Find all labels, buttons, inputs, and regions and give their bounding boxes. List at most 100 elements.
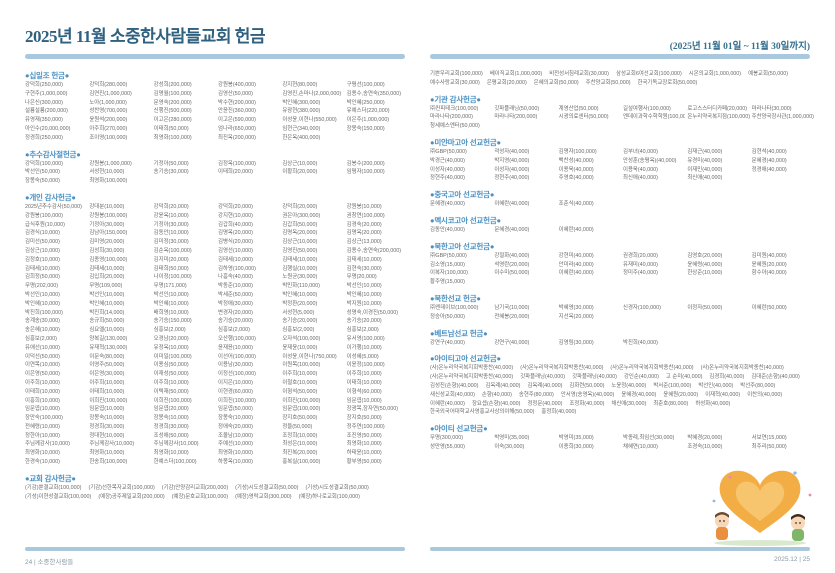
donation-entry: 이희진(100,000) (217, 397, 256, 404)
donation-entry: 박정애(30,000) (217, 300, 253, 307)
donation-entry: 전혜봉(20,000) (494, 313, 530, 320)
donation-entry: 이혜란(50,000) (751, 304, 787, 311)
donation-entry: 김경식(10,000) (25, 230, 60, 237)
donation-entry: 손향(40,000) (481, 391, 512, 398)
donation-entry: 김경희(40,000) (709, 374, 745, 381)
donation-entry: 정애숙(20,000) (217, 423, 253, 430)
donation-entry: 이재혁(40,000) (705, 391, 741, 398)
donation-entry: 이영주(50,000) (89, 362, 125, 369)
donation-entry: 노윤정(40,000) (611, 382, 647, 389)
donation-entry: 유광현(380,000) (282, 108, 321, 115)
donation-entry: 이주희(10,000) (282, 371, 318, 378)
donation-entry: 심흥보(2,000) (153, 327, 186, 334)
entries-vietnam-mission: 강연구(40,000) 강연구(40,000) 김영림(30,000) 박진희(40,… (430, 339, 814, 348)
donation-entry: (사)온누리약국복지회박종찬(40,000) (430, 374, 514, 381)
donation-entry: 이희진(100,000) (89, 397, 128, 404)
donation-entry: 삼성교회6여선교회(100,000) (615, 71, 682, 77)
donation-entry: 유애선(10,000) (25, 344, 60, 351)
donation-entry: 강지현(10,000) (217, 212, 253, 219)
donation-entry: 유재미(40,000) (622, 261, 658, 268)
donation-entry: 임평자(100,000) (346, 169, 385, 176)
section-org-thanks: ●기관 감사헌금● ㈜컨피테크(100,000) 갓파플래닝(50,000) 계영산업… (430, 94, 814, 131)
donation-entry: 성찬영(700,000) (89, 108, 128, 115)
donation-entry: 박진희(100,000) (25, 309, 63, 316)
donation-entry: 임문엽(10,000) (346, 397, 382, 404)
donation-entry: 이성혜(5,000) (346, 353, 379, 360)
donation-entry: (기감)안양감리교회(200,000) (161, 484, 229, 491)
entries-myanmar-orphan: ㈜GBP(50,000) 곽성자(40,000) 김명자(100,000) 김부녀(4… (430, 148, 814, 183)
donation-entry: 은평교회(20,000) (486, 79, 527, 86)
section-title-vietnam-mission: ●베트남선교 헌금● (430, 328, 488, 338)
donation-entry: 급식후원(10,000) (25, 221, 65, 228)
page-title: 2025년 11월 소중한사람들교회 헌금 (25, 27, 266, 46)
donation-entry: 정경애(40,000) (751, 166, 787, 173)
donation-entry: 박선인(10,000) (153, 291, 189, 298)
donation-entry: 남기국(10,000) (494, 304, 530, 311)
section-title-thanksgiving-day: ●추수감사절헌금● (25, 149, 81, 159)
donation-entry: 한국기독교장로회(50,000) (637, 79, 698, 86)
donation-entry: 유재혁(130,000) (89, 344, 128, 351)
donation-entry: 김부녀(40,000) (622, 148, 658, 155)
donation-entry: 송기승(150,000) (153, 318, 192, 325)
donation-entry: 기정아(30,000) (153, 221, 189, 228)
donation-entry: 하태윤(10,000) (346, 450, 382, 457)
donation-entry: 김희정(50,000) (25, 274, 60, 281)
donation-entry: 박혜경(20,000) (687, 435, 723, 442)
donation-entry: 송기승(20,000) (346, 318, 382, 325)
donation-entry: 김명옥(20,000) (217, 230, 253, 237)
donation-entry: 임문엽(10,000) (89, 406, 125, 413)
donation-entry: 장지호(50,000) (282, 415, 318, 422)
donation-entry: 박정환(20,000) (282, 300, 318, 307)
footer-bar-left (25, 547, 405, 551)
donation-entry: 변경자(20,000) (217, 309, 253, 316)
donation-entry: 김행실(10,000) (282, 265, 318, 272)
donation-entry: 박선인(10,000) (89, 291, 125, 298)
section-title-myanmar-orphan: ●미얀마고아 선교헌금● (430, 137, 501, 147)
donation-entry: 최영화(10,000) (346, 441, 382, 448)
donation-entry: 오산행(100,000) (217, 335, 256, 342)
donation-entry: 강윤옥(10,000) (153, 212, 189, 219)
donation-entry: 나흠숙(40,000) (217, 274, 253, 281)
entries-church-thanks-cont: 기쁜우리교회(100,000) 베이직교회(1,000,000) 비전성서침례교회(… (430, 70, 814, 88)
section-title-tithe: ●십일조 헌금● (25, 71, 70, 80)
donation-entry: 정주연(100,000) (346, 423, 385, 430)
donation-entry: 주예선(10,000) (217, 441, 253, 448)
donation-entry: 이흥희(10,000) (25, 397, 60, 404)
donation-entry: 송기승(30,000) (153, 169, 189, 176)
donation-entry: 서보연(15,000) (751, 435, 787, 442)
donation-entry: 이혜란(40,000) (494, 201, 530, 208)
donation-entry: 이용욱(40,000) (622, 166, 658, 173)
donation-entry: 황주영(15,000) (430, 279, 465, 286)
donation-entry: 심요엘(10,000) (89, 327, 125, 334)
donation-entry: 이찬의(40,000) (747, 391, 783, 398)
donation-entry: 신경자(100,000) (622, 304, 661, 311)
section-title-org-thanks: ●기관 감사헌금● (430, 94, 481, 104)
donation-entry: ㈜GBP(50,000) (430, 148, 467, 155)
donation-entry: 이현경(60,000) (217, 388, 253, 395)
donation-entry: 오자석(100,000) (282, 335, 321, 342)
donation-entry: (기감)선한목자교회(100,000) (88, 484, 155, 491)
donation-entry: 이윤정(100,000) (346, 362, 385, 369)
donation-entry: 최영화(10,000) (217, 450, 253, 457)
donation-entry: 이고은(280,000) (153, 117, 192, 124)
donation-entry: 김옥례(40,000) (527, 382, 563, 389)
donation-entry: 이태희(10,000) (89, 388, 125, 395)
donation-entry: 엄나라(650,000) (217, 125, 256, 132)
donation-entry: 이용욱(40,000) (558, 166, 594, 173)
donation-entry: 장몽숙(50,000) (25, 178, 60, 185)
entries-church-thanks: (기감)뿐결교회(100,000) (기감)선한목자교회(100,000) (기감)… (25, 484, 409, 502)
donation-entry: 예수사랑교회(30,000) (430, 79, 480, 86)
donation-entry: 이주희(10,000) (153, 379, 189, 386)
donation-entry: 안미라(40,000) (558, 261, 594, 268)
donation-entry: 강원봉(100,000) (89, 212, 128, 219)
section-title-church-thanks: ●교회 감사헌금● (25, 473, 76, 483)
donation-entry: 송기승(20,000) (282, 318, 318, 325)
donation-entry: 장몽숙(10,000) (89, 415, 125, 422)
donation-entry: 심흥보(2,000) (282, 327, 315, 334)
header-underline-left (25, 54, 405, 59)
donation-entry: 김태희(50,000) (153, 265, 189, 272)
donation-entry: 이태희(20,000) (217, 169, 253, 176)
donation-entry: 정현주(40,000) (430, 175, 465, 182)
donation-entry: 홍복실(100,000) (282, 459, 321, 466)
donation-entry: ㈜GBP(50,000) (430, 252, 467, 259)
